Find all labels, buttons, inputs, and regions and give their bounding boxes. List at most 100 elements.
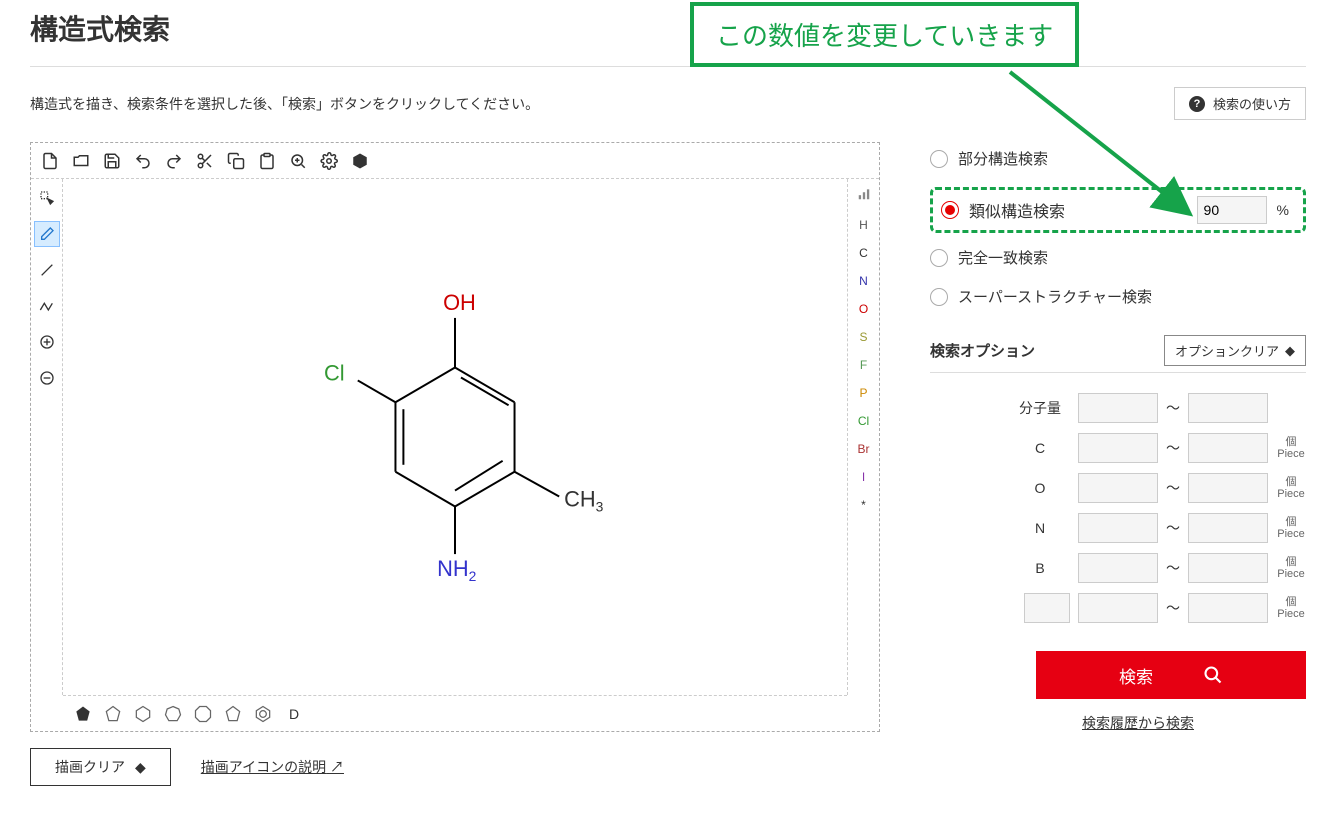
element-O[interactable]: O (859, 302, 868, 316)
bottom-letter[interactable]: D (289, 706, 299, 722)
editor-right-toolbar: HCNOSFP Cl Br I * (847, 179, 879, 695)
charge-plus-tool[interactable] (34, 329, 60, 355)
option-max-input[interactable] (1188, 513, 1268, 543)
eraser-tool[interactable] (34, 221, 60, 247)
editor-canvas[interactable]: OH Cl CH3 NH2 (63, 179, 847, 695)
paste-icon[interactable] (258, 152, 276, 170)
help-button[interactable]: ? 検索の使い方 (1174, 87, 1306, 120)
icon-description-link[interactable]: 描画アイコンの説明 ↗ (201, 757, 344, 777)
options-clear-button[interactable]: オプションクリア ◆ (1164, 335, 1306, 366)
element-H[interactable]: H (859, 218, 868, 232)
element-I[interactable]: I (862, 470, 865, 484)
element-Br[interactable]: Br (858, 442, 870, 456)
instruction-text: 構造式を描き、検索条件を選択した後、「検索」ボタンをクリックしてください。 (30, 94, 539, 114)
external-link-icon: ↗ (330, 759, 344, 775)
pentagon-icon[interactable] (103, 704, 123, 724)
element-bars-icon[interactable] (857, 187, 871, 204)
option-row-分子量: 分子量～ (930, 393, 1306, 423)
eraser-icon: ◆ (135, 759, 146, 776)
option-unit: 個Piece (1276, 476, 1306, 500)
search-button-label: 検索 (1119, 663, 1153, 688)
option-min-input[interactable] (1078, 513, 1158, 543)
settings-icon[interactable] (320, 152, 338, 170)
ring-fill-icon[interactable] (73, 704, 93, 724)
editor-top-toolbar (31, 143, 879, 179)
heptagon-icon[interactable] (163, 704, 183, 724)
charge-minus-tool[interactable] (34, 365, 60, 391)
option-max-input[interactable] (1188, 473, 1268, 503)
pentagon2-icon[interactable] (223, 704, 243, 724)
radio-exact[interactable]: 完全一致検索 (930, 247, 1306, 268)
hexagon-icon[interactable] (133, 704, 153, 724)
tilde: ～ (1166, 518, 1180, 538)
tilde: ～ (1166, 478, 1180, 498)
option-max-input[interactable] (1188, 433, 1268, 463)
option-min-input[interactable] (1078, 553, 1158, 583)
option-label-input[interactable] (1024, 593, 1070, 623)
benzene-icon[interactable] (253, 704, 273, 724)
element-*[interactable]: * (861, 498, 866, 512)
help-button-label: 検索の使い方 (1213, 94, 1291, 113)
tilde: ～ (1166, 558, 1180, 578)
similarity-input[interactable] (1197, 196, 1267, 224)
option-min-input[interactable] (1078, 393, 1158, 423)
octagon-icon[interactable] (193, 704, 213, 724)
callout-text: この数値を変更していきます (716, 21, 1053, 51)
new-file-icon[interactable] (41, 152, 59, 170)
editor-left-toolbar (31, 179, 63, 695)
option-label: O (1010, 480, 1070, 496)
option-unit: 個Piece (1276, 436, 1306, 460)
mol-ch3: CH3 (564, 486, 604, 514)
mol-oh: OH (443, 290, 476, 315)
option-max-input[interactable] (1188, 593, 1268, 623)
zoom-sel-icon[interactable] (289, 152, 307, 170)
page-title: 構造式検索 (30, 8, 1306, 48)
option-min-input[interactable] (1078, 433, 1158, 463)
info-icon[interactable] (351, 152, 369, 170)
radio-partial[interactable]: 部分構造検索 (930, 148, 1306, 169)
element-S[interactable]: S (859, 330, 867, 344)
copy-icon[interactable] (227, 152, 245, 170)
save-icon[interactable] (103, 152, 121, 170)
search-sidebar: 部分構造検索 類似構造検索 % 完全一致検索 スーパーストラクチャー検索 検索 オ… (930, 142, 1306, 733)
element-Cl[interactable]: Cl (858, 414, 869, 428)
callout-box: この数値を変更していきます (690, 2, 1079, 67)
diamond-icon: ◆ (1285, 343, 1295, 359)
radio-icon (930, 150, 948, 168)
radio-similar-label[interactable]: 類似構造検索 (969, 198, 1065, 222)
draw-clear-button[interactable]: 描画クリア ◆ (30, 748, 171, 786)
redo-icon[interactable] (165, 152, 183, 170)
element-F[interactable]: F (860, 358, 867, 372)
tilde: ～ (1166, 598, 1180, 618)
element-N[interactable]: N (859, 274, 868, 288)
option-max-input[interactable] (1188, 393, 1268, 423)
search-history-link[interactable]: 検索履歴から検索 (970, 713, 1306, 733)
select-tool[interactable] (34, 185, 60, 211)
open-icon[interactable] (72, 152, 90, 170)
radio-icon (930, 249, 948, 267)
option-unit (1276, 402, 1306, 414)
option-row-custom: ～ 個Piece (930, 593, 1306, 623)
editor-bottom-toolbar: D (63, 695, 847, 731)
radio-super[interactable]: スーパーストラクチャー検索 (930, 286, 1306, 307)
search-button[interactable]: 検索 (1036, 651, 1306, 699)
cut-icon[interactable] (196, 152, 214, 170)
option-unit: 個Piece (1276, 596, 1306, 620)
radio-partial-label: 部分構造検索 (958, 148, 1048, 169)
radio-icon-checked[interactable] (941, 201, 959, 219)
tilde: ～ (1166, 438, 1180, 458)
option-min-input[interactable] (1078, 473, 1158, 503)
option-max-input[interactable] (1188, 553, 1268, 583)
option-min-input[interactable] (1078, 593, 1158, 623)
chain-tool[interactable] (34, 293, 60, 319)
radio-super-label: スーパーストラクチャー検索 (958, 286, 1152, 307)
undo-icon[interactable] (134, 152, 152, 170)
option-row-N: N～個Piece (930, 513, 1306, 543)
element-P[interactable]: P (859, 386, 867, 400)
element-C[interactable]: C (859, 246, 868, 260)
option-label: B (1010, 560, 1070, 576)
option-row-B: B～個Piece (930, 553, 1306, 583)
tilde: ～ (1166, 398, 1180, 418)
bond-tool[interactable] (34, 257, 60, 283)
percent-label: % (1277, 202, 1289, 218)
